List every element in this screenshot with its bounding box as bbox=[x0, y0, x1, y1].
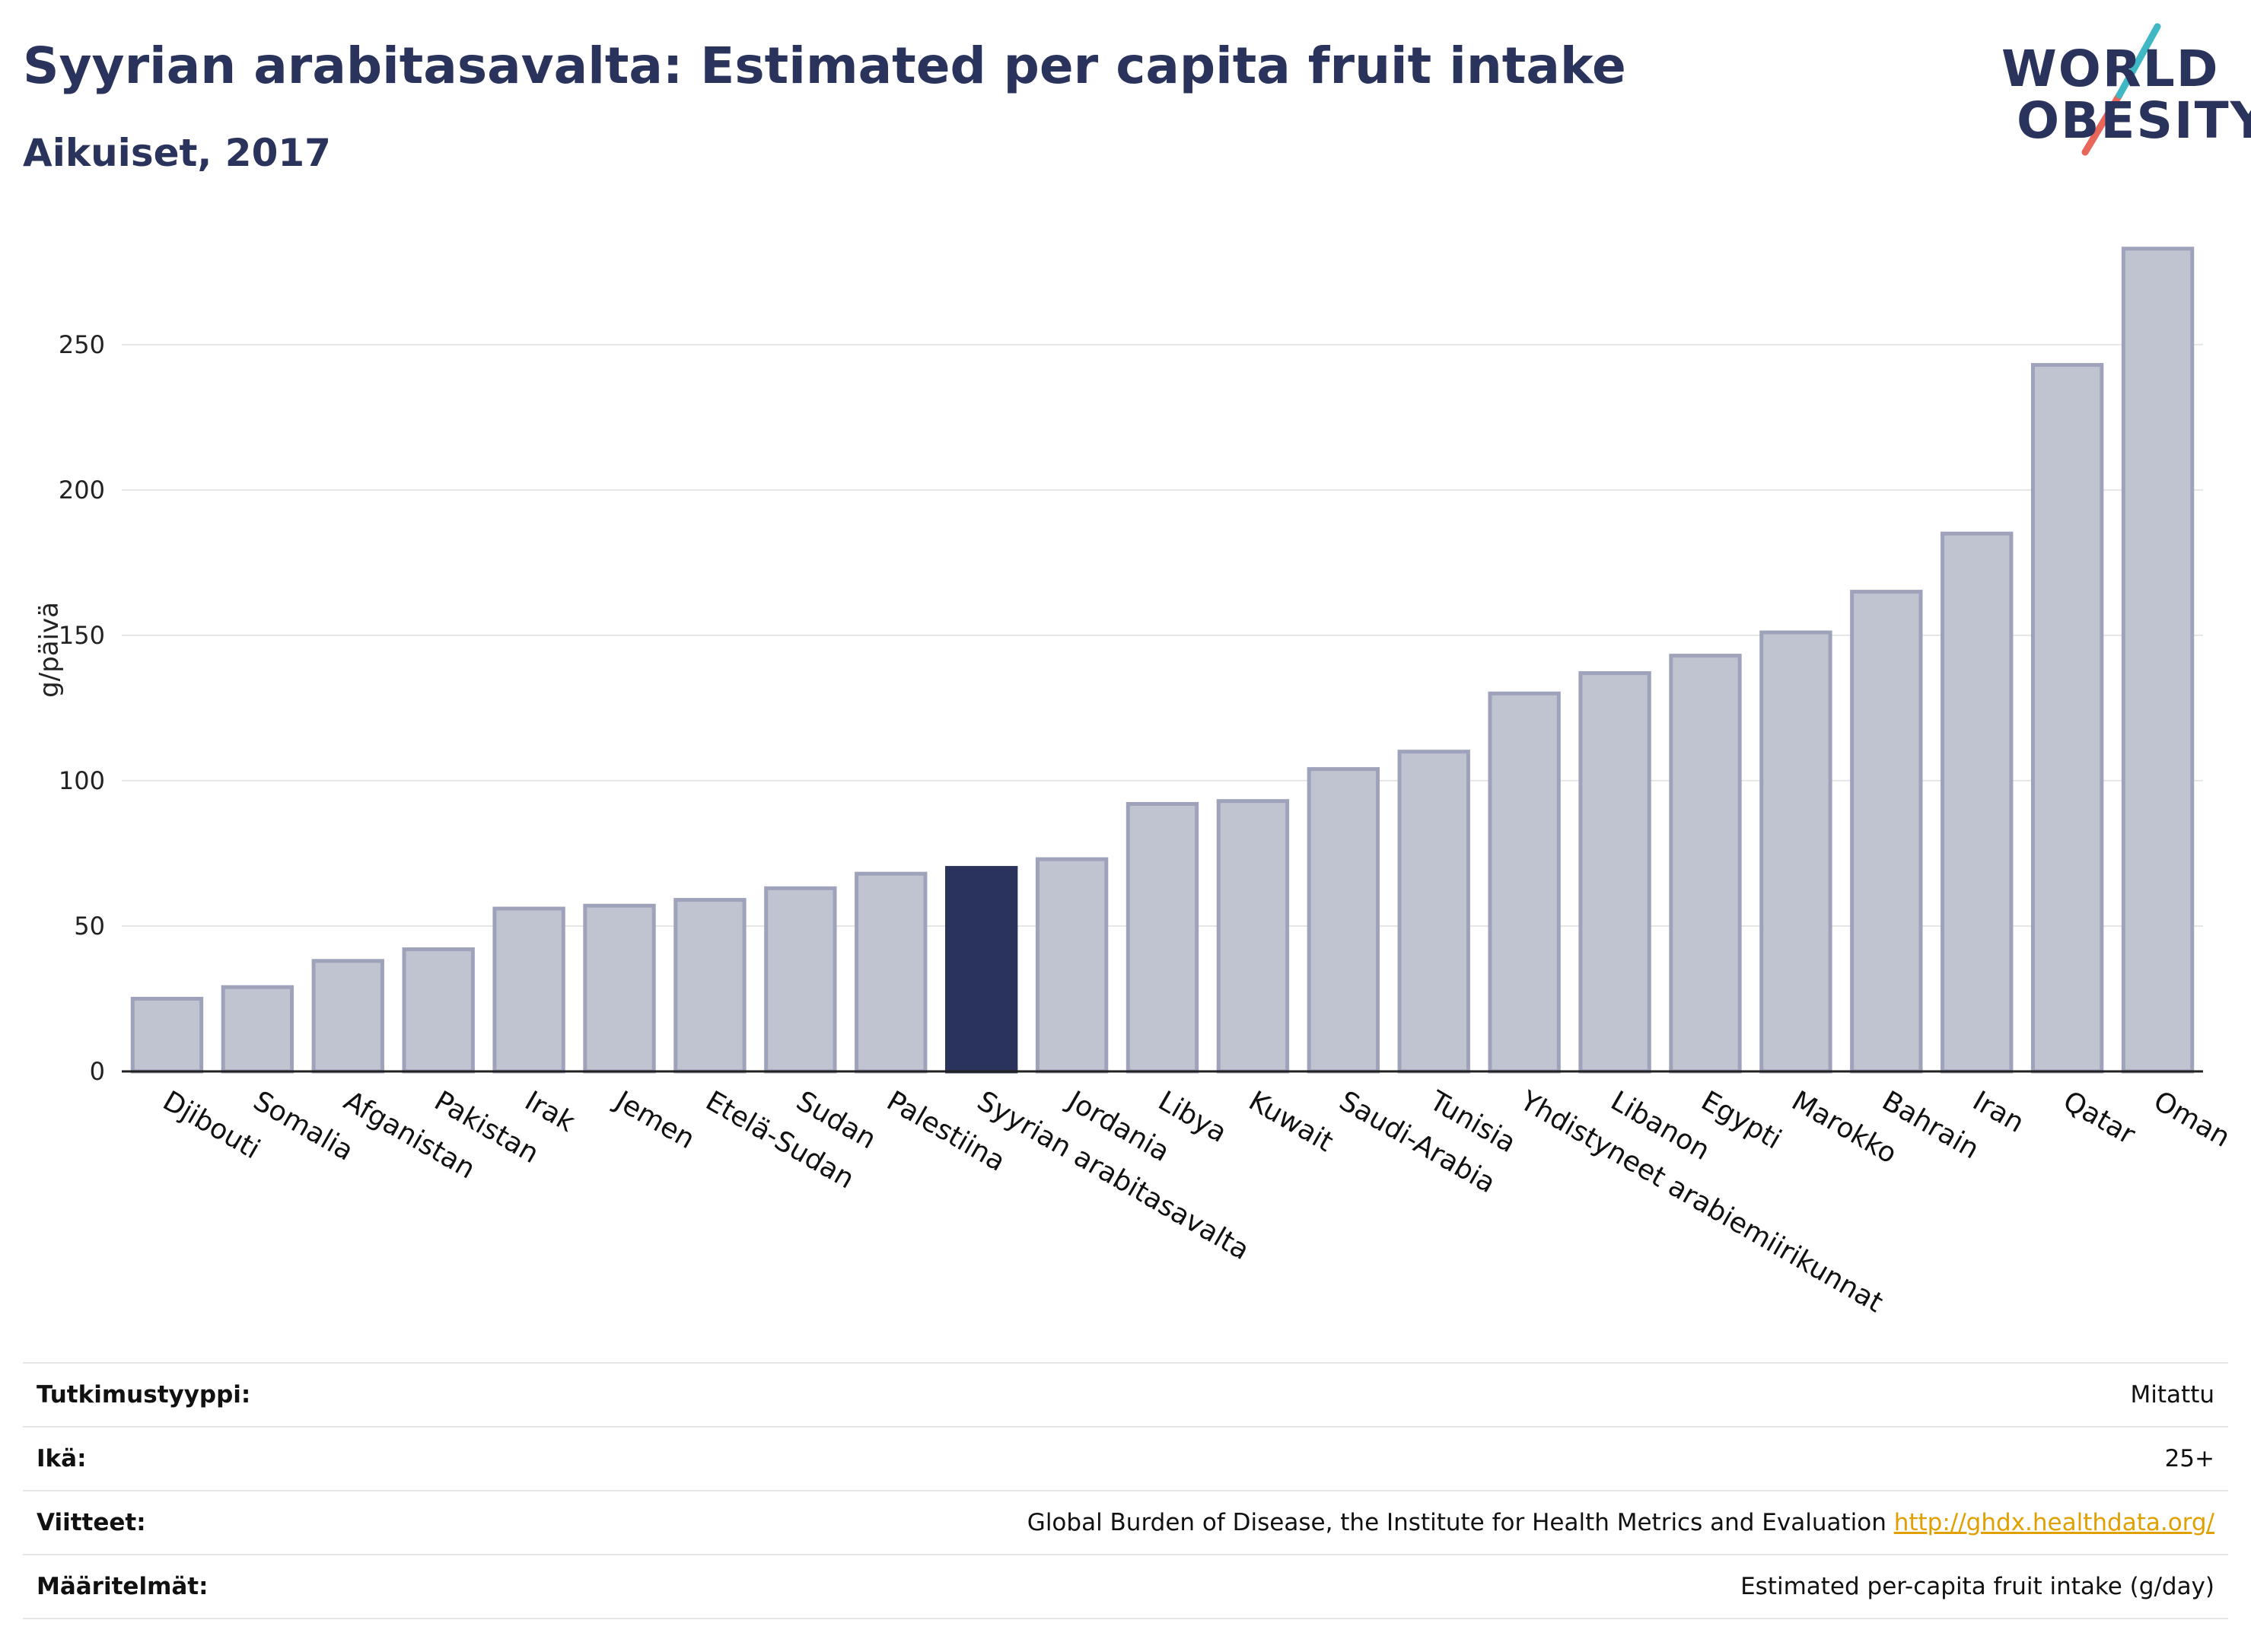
bar bbox=[673, 898, 747, 1074]
bar bbox=[311, 959, 384, 1074]
bar-chart: 050100150200250g/päiväDjiboutiSomaliaAfg… bbox=[34, 247, 2235, 1319]
x-tick-label: Jemen bbox=[609, 1084, 700, 1155]
bar bbox=[1488, 691, 1561, 1074]
info-label: Tutkimustyyppi: bbox=[37, 1381, 251, 1408]
info-row-references: Viitteet: Global Burden of Disease, the … bbox=[23, 1490, 2228, 1554]
y-axis-label: g/päivä bbox=[34, 602, 65, 698]
x-tick-label: Kuwait bbox=[1243, 1085, 1339, 1158]
bar bbox=[2121, 247, 2195, 1074]
x-tick-label: Saudi-Arabia bbox=[1334, 1085, 1501, 1199]
info-label: Määritelmät: bbox=[37, 1573, 209, 1600]
bar bbox=[2030, 363, 2104, 1074]
x-tick-label: Qatar bbox=[2058, 1085, 2140, 1151]
info-row-definitions: Määritelmät: Estimated per-capita fruit … bbox=[23, 1554, 2228, 1619]
info-row-study-type: Tutkimustyyppi: Mitattu bbox=[23, 1362, 2228, 1426]
bar bbox=[1850, 590, 1923, 1074]
bar bbox=[1397, 750, 1470, 1074]
reference-link[interactable]: http://ghdx.healthdata.org/ bbox=[1893, 1509, 2214, 1536]
bar bbox=[1216, 799, 1290, 1074]
world-obesity-logo: WORLD OBESITY bbox=[1986, 23, 2251, 160]
info-value: Mitattu bbox=[2130, 1381, 2214, 1408]
bar bbox=[1035, 857, 1109, 1074]
bar bbox=[1578, 671, 1651, 1074]
x-tick-label: Irak bbox=[520, 1085, 581, 1138]
x-tick-label: Oman bbox=[2148, 1085, 2235, 1154]
bar bbox=[1307, 767, 1380, 1074]
reference-text: Global Burden of Disease, the Institute … bbox=[1027, 1509, 1886, 1536]
bar bbox=[583, 903, 656, 1074]
y-tick-label: 0 bbox=[90, 1057, 105, 1086]
info-value: 25+ bbox=[2164, 1445, 2214, 1472]
x-tick-label: Somalia bbox=[248, 1085, 358, 1167]
bar bbox=[944, 866, 1018, 1074]
y-tick-label: 250 bbox=[59, 330, 105, 359]
chart-subtitle: Aikuiset, 2017 bbox=[23, 131, 331, 175]
logo-line1: WORLD bbox=[2001, 40, 2220, 98]
bar bbox=[1759, 630, 1832, 1074]
bar bbox=[855, 871, 928, 1074]
logo-slash-icon bbox=[2081, 23, 2161, 156]
x-tick-label: Iran bbox=[1967, 1085, 2029, 1139]
bar bbox=[764, 886, 837, 1074]
y-tick-label: 200 bbox=[59, 476, 105, 505]
info-label: Ikä: bbox=[37, 1445, 87, 1472]
chart-title: Syyrian arabitasavalta: Estimated per ca… bbox=[23, 37, 1626, 95]
info-label: Viitteet: bbox=[37, 1509, 146, 1536]
bar bbox=[1941, 531, 2014, 1074]
y-tick-label: 50 bbox=[74, 912, 105, 941]
info-value-references: Global Burden of Disease, the Institute … bbox=[1027, 1509, 2228, 1536]
y-tick-label: 100 bbox=[59, 766, 105, 795]
logo-line2: OBESITY bbox=[2017, 91, 2251, 150]
bar bbox=[402, 947, 475, 1074]
bar bbox=[130, 996, 204, 1074]
info-row-age: Ikä: 25+ bbox=[23, 1426, 2228, 1490]
info-table: Tutkimustyyppi: Mitattu Ikä: 25+ Viittee… bbox=[23, 1362, 2228, 1619]
bar bbox=[492, 906, 565, 1074]
bar bbox=[1126, 801, 1199, 1074]
bar bbox=[1669, 654, 1742, 1074]
y-tick-label: 150 bbox=[59, 621, 105, 650]
info-value: Estimated per-capita fruit intake (g/day… bbox=[1740, 1573, 2214, 1600]
bar bbox=[221, 985, 295, 1074]
x-tick-label: Djibouti bbox=[158, 1085, 265, 1165]
